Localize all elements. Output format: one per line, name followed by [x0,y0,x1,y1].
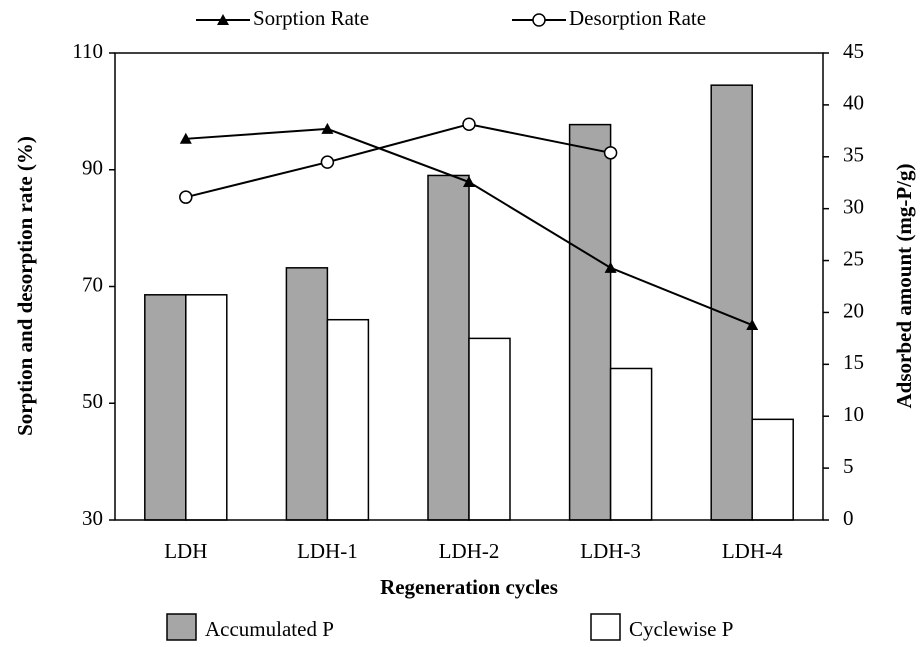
y2-tick-label: 40 [843,91,864,115]
bar [609,367,653,521]
point [179,132,192,144]
bar [326,318,370,521]
point [179,190,193,204]
x-tick-label: LDH-2 [439,539,500,563]
x-axis-title: Regeneration cycles [380,575,558,599]
legend-label: Desorption Rate [569,6,706,30]
line [185,123,611,199]
y2-tick-label: 0 [843,506,854,530]
x-tick-label: LDH-1 [297,539,358,563]
y2-tick-label: 35 [843,143,864,167]
y2-tick-label: 15 [843,350,864,374]
legend-label: Cyclewise P [629,617,733,641]
legend-swatch [166,613,197,641]
point [603,146,618,160]
point [604,261,617,273]
legend-label: Sorption Rate [253,6,369,30]
y2-tick-label: 5 [843,454,854,478]
legend-label: Accumulated P [205,617,334,641]
x-tick-label: LDH [164,539,207,563]
bar [285,267,329,521]
bar [468,337,511,521]
y2-axis-title: Adsorbed amount (mg-P/g) [892,163,916,408]
bar [427,174,470,521]
plot-frame [114,52,824,521]
legend-swatch [590,613,621,641]
y2-tick-label: 25 [843,246,864,270]
legend-marker [532,13,546,27]
x-tick-label: LDH-4 [722,539,783,563]
y2-tick-label: 30 [843,194,864,218]
y2-tick-label: 45 [843,39,864,63]
bar [568,123,612,521]
legend-marker [217,14,229,25]
y-tick-label: 90 [82,156,103,180]
bar [185,294,228,521]
x-tick-label: LDH-3 [580,539,641,563]
point [462,117,476,131]
bar [144,294,187,521]
y2-tick-label: 20 [843,298,864,322]
y-axis-title: Sorption and desorption rate (%) [13,136,37,436]
bar [751,418,794,521]
point [463,176,475,188]
point [746,319,759,331]
y2-tick-label: 10 [843,402,864,426]
point [320,155,335,169]
y-tick-label: 70 [82,272,103,296]
bar [710,84,753,521]
y-tick-label: 30 [82,506,103,530]
y-tick-label: 50 [82,389,103,413]
point [321,122,334,134]
y-tick-label: 110 [72,39,103,63]
